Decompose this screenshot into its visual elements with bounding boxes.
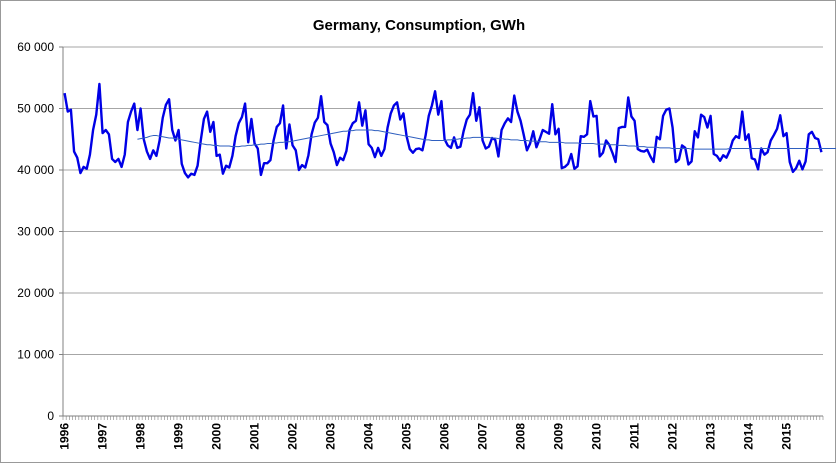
x-tick-label: 2015 xyxy=(780,423,794,450)
x-tick-label: 2004 xyxy=(362,423,376,450)
y-tick-label: 30 000 xyxy=(17,225,54,239)
x-tick-label: 2008 xyxy=(514,423,528,450)
x-tick-label: 2009 xyxy=(552,423,566,450)
x-tick-label: 1999 xyxy=(172,423,186,450)
x-tick-label: 2003 xyxy=(324,423,338,450)
y-tick-label: 0 xyxy=(47,409,54,423)
y-axis-ticks: 0 10 000 20 000 30 000 40 000 50 000 60 000 xyxy=(17,40,63,423)
series-line-consumption xyxy=(63,82,823,179)
chart-title: Germany, Consumption, GWh xyxy=(313,17,525,34)
series-layer xyxy=(63,82,836,179)
x-tick-label: 1996 xyxy=(58,423,72,450)
x-tick-label: 2013 xyxy=(704,423,718,450)
y-tick-label: 50 000 xyxy=(17,102,54,116)
gridlines xyxy=(63,46,823,355)
x-tick-label: 2005 xyxy=(400,423,414,450)
y-tick-label: 60 000 xyxy=(17,40,54,54)
x-tick-label: 2007 xyxy=(476,423,490,450)
x-tick-label: 2002 xyxy=(286,423,300,450)
y-tick-label: 20 000 xyxy=(17,286,54,300)
x-tick-label: 1998 xyxy=(134,423,148,450)
x-tick-label: 2012 xyxy=(666,423,680,450)
x-tick-label: 2011 xyxy=(628,423,642,449)
x-tick-label: 2010 xyxy=(590,423,604,450)
x-tick-label: 2014 xyxy=(742,423,756,450)
x-tick-label: 1997 xyxy=(96,423,110,450)
x-tick-label: 2000 xyxy=(210,423,224,450)
x-tick-label: 2006 xyxy=(438,423,452,450)
x-tick-label: 2001 xyxy=(248,423,262,450)
series-line-trend xyxy=(137,129,836,150)
x-axis-ticks: 1996 1997 1998 1999 2000 2001 2002 2003 2004 2005… xyxy=(58,416,824,450)
y-tick-label: 40 000 xyxy=(17,163,54,177)
y-tick-label: 10 000 xyxy=(17,348,54,362)
